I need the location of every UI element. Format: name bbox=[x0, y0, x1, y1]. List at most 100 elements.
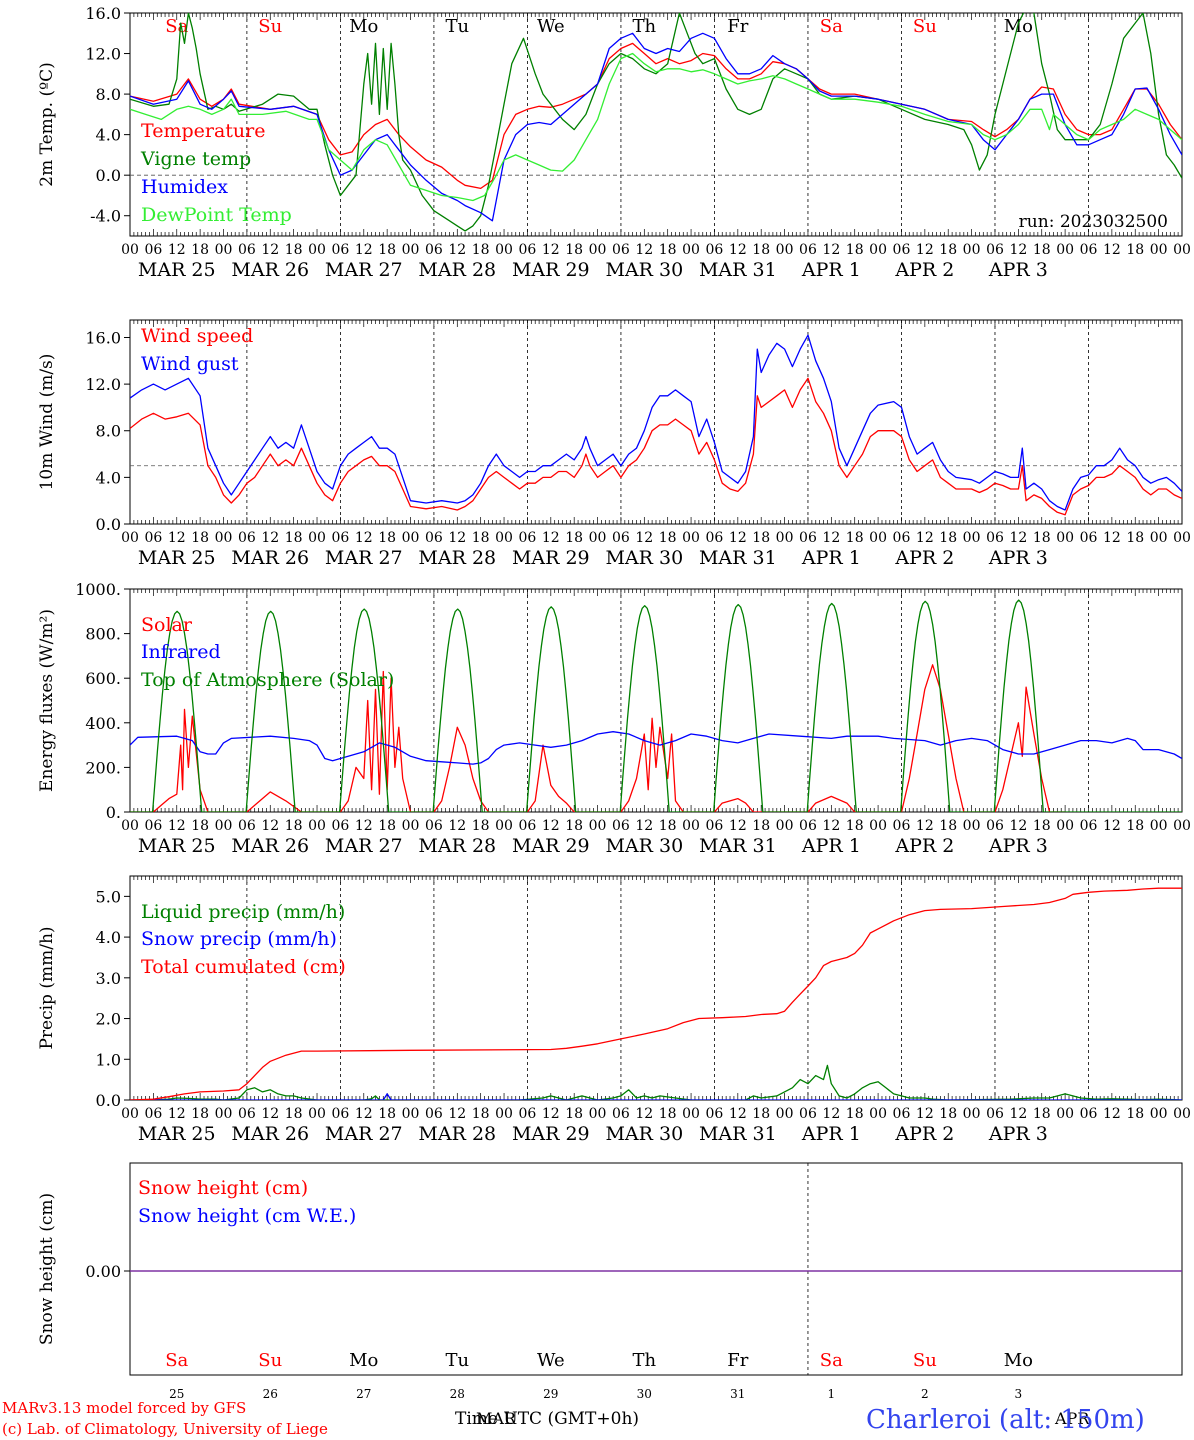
x-hour-label: 06 bbox=[519, 242, 537, 258]
plot-frame bbox=[129, 1162, 1183, 1376]
y-axis-title: 10m Wind (m/s) bbox=[37, 354, 57, 491]
x-hour-label: 18 bbox=[285, 1106, 303, 1122]
x-hour-label: 00 bbox=[1150, 242, 1168, 258]
weekday-label: Su bbox=[258, 16, 282, 37]
weekday-label: Mo bbox=[1004, 1350, 1033, 1371]
x-hour-label: 18 bbox=[1033, 1106, 1051, 1122]
y-tick-label: 3.0 bbox=[96, 969, 121, 988]
x-hour-label: 18 bbox=[1033, 530, 1051, 546]
x-hour-label: 00 bbox=[1056, 818, 1074, 834]
x-date-label: MAR 28 bbox=[418, 835, 496, 857]
x-hour-label: 18 bbox=[378, 1106, 396, 1122]
legend-entry: Wind gust bbox=[141, 353, 239, 375]
x-hour-label: 18 bbox=[472, 1106, 490, 1122]
x-hour-label: 18 bbox=[939, 818, 957, 834]
legend-entry: Top of Atmosphere (Solar) bbox=[141, 669, 394, 691]
x-date-label: APR 2 bbox=[894, 547, 954, 569]
x-hour-label: 00 bbox=[1056, 1106, 1074, 1122]
day-number-label: 28 bbox=[450, 1387, 465, 1401]
x-hour-label: 18 bbox=[1033, 818, 1051, 834]
x-hour-label: 06 bbox=[238, 242, 256, 258]
x-hour-label: 06 bbox=[144, 1106, 162, 1122]
x-hour-label: 18 bbox=[939, 530, 957, 546]
x-hour-label: 06 bbox=[893, 1106, 911, 1122]
x-date-label: MAR 30 bbox=[605, 547, 683, 569]
legend-entry: Snow height (cm) bbox=[138, 1177, 308, 1199]
x-hour-label: 12 bbox=[1103, 530, 1121, 546]
x-date-label: APR 1 bbox=[801, 835, 861, 857]
x-hour-label: 00 bbox=[589, 530, 607, 546]
x-hour-label: 00 bbox=[308, 818, 326, 834]
x-hour-label: 06 bbox=[144, 242, 162, 258]
series-line-liquid-precip-mm-h bbox=[130, 1064, 1182, 1100]
weekday-label: Fr bbox=[727, 16, 748, 37]
x-hour-label: 12 bbox=[635, 1106, 653, 1122]
x-date-label: MAR 28 bbox=[418, 547, 496, 569]
x-hour-label: 12 bbox=[822, 242, 840, 258]
series-line-solar bbox=[130, 664, 1066, 812]
x-hour-label: 00 bbox=[963, 818, 981, 834]
series-line-infrared bbox=[130, 731, 1182, 765]
series-group bbox=[130, 13, 1182, 232]
y-tick-label: 8.0 bbox=[96, 85, 121, 104]
x-hour-label: 06 bbox=[1080, 242, 1098, 258]
x-hour-label: 18 bbox=[472, 818, 490, 834]
x-hour-label: 00 bbox=[776, 242, 794, 258]
x-hour-label: 00 bbox=[869, 530, 887, 546]
x-hour-label: 18 bbox=[659, 530, 677, 546]
weekday-label: We bbox=[537, 1350, 565, 1371]
series-line-wind-gust bbox=[130, 334, 1182, 511]
x-hour-label: 12 bbox=[822, 530, 840, 546]
y-tick-label: 16.0 bbox=[85, 328, 121, 347]
legend-entry: Liquid precip (mm/h) bbox=[141, 901, 345, 923]
x-hour-label: 06 bbox=[706, 530, 724, 546]
x-hour-label: 00 bbox=[1056, 242, 1074, 258]
x-hour-label: 18 bbox=[285, 530, 303, 546]
x-hour-label: 06 bbox=[331, 530, 349, 546]
legend-entry: Wind speed bbox=[141, 325, 253, 347]
x-hour-label: 00 bbox=[1173, 530, 1191, 546]
y-tick-label: 0.0 bbox=[96, 1091, 121, 1110]
x-hour-label: 00 bbox=[682, 530, 700, 546]
series-group bbox=[130, 334, 1182, 516]
station-name: Charleroi (alt: 150m) bbox=[866, 1405, 1145, 1435]
x-date-label: APR 3 bbox=[988, 259, 1048, 281]
y-tick-label: 4.0 bbox=[96, 468, 121, 487]
x-hour-label: 12 bbox=[261, 242, 279, 258]
run-label: run: 2023032500 bbox=[1019, 212, 1168, 232]
day-number-label: 2 bbox=[921, 1387, 929, 1401]
x-date-label: MAR 26 bbox=[231, 1123, 309, 1145]
x-date-label: APR 2 bbox=[894, 1123, 954, 1145]
x-hour-label: 12 bbox=[916, 1106, 934, 1122]
x-hour-label: 18 bbox=[378, 530, 396, 546]
x-hour-label: 00 bbox=[215, 530, 233, 546]
x-date-label: MAR 30 bbox=[605, 259, 683, 281]
x-hour-label: 06 bbox=[986, 242, 1004, 258]
model-credit-line2: (c) Lab. of Climatology, University of L… bbox=[2, 1420, 328, 1438]
x-hour-label: 00 bbox=[215, 1106, 233, 1122]
x-hour-label: 12 bbox=[916, 818, 934, 834]
x-hour-label: 06 bbox=[612, 242, 630, 258]
x-hour-label: 00 bbox=[682, 818, 700, 834]
x-hour-label: 12 bbox=[261, 818, 279, 834]
y-tick-label: 1.0 bbox=[96, 1050, 121, 1069]
x-hour-label: 00 bbox=[682, 242, 700, 258]
x-date-label: APR 2 bbox=[894, 259, 954, 281]
x-hour-label: 18 bbox=[846, 242, 864, 258]
plot-frame bbox=[129, 588, 1183, 813]
day-number-label: 3 bbox=[1015, 1387, 1023, 1401]
x-hour-label: 12 bbox=[916, 242, 934, 258]
y-tick-label: 12.0 bbox=[85, 375, 121, 394]
overlap-month-left: MAR bbox=[476, 1409, 517, 1428]
x-hour-label: 12 bbox=[261, 530, 279, 546]
weekday-label: Tu bbox=[445, 1350, 469, 1371]
x-date-label: MAR 27 bbox=[325, 1123, 403, 1145]
x-hour-label: 06 bbox=[612, 1106, 630, 1122]
x-hour-label: 18 bbox=[752, 818, 770, 834]
x-hour-label: 18 bbox=[565, 530, 583, 546]
x-date-label: MAR 31 bbox=[699, 259, 777, 281]
x-hour-label: 06 bbox=[799, 530, 817, 546]
x-hour-label: 18 bbox=[1126, 242, 1144, 258]
x-hour-label: 12 bbox=[1009, 1106, 1027, 1122]
x-date-label: MAR 31 bbox=[699, 835, 777, 857]
